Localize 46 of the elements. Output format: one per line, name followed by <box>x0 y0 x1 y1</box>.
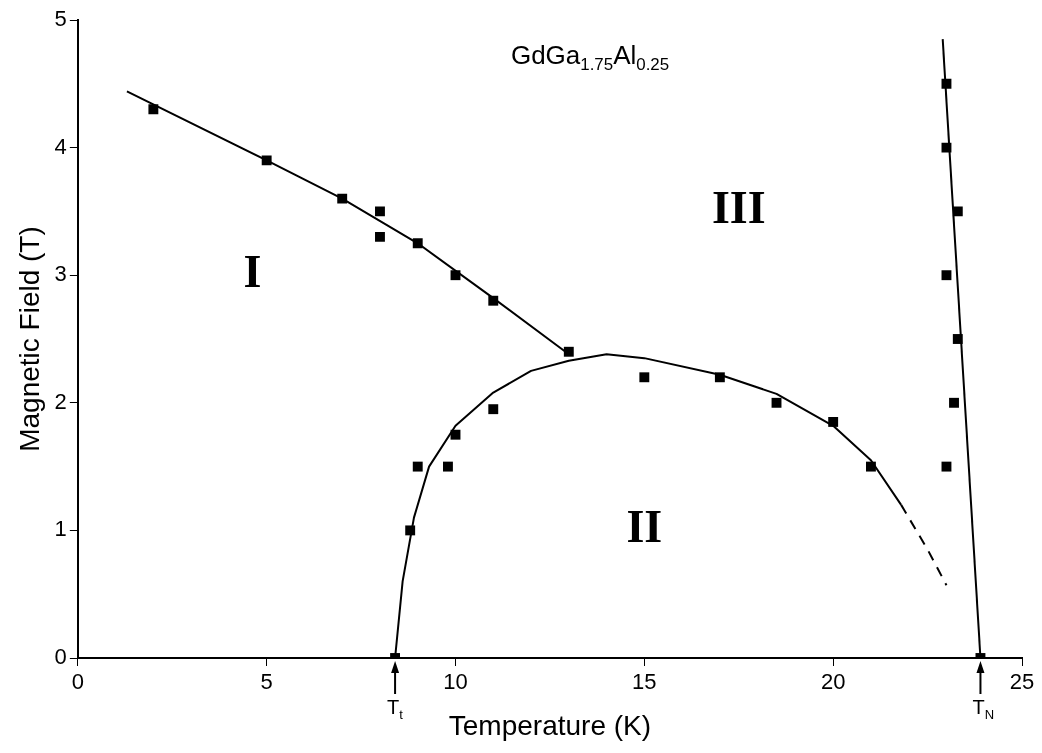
y-axis-title: Magnetic Field (T) <box>13 226 45 452</box>
y-tick-label: 3 <box>54 261 67 287</box>
point <box>952 334 963 344</box>
y-tick-label: 5 <box>54 6 67 32</box>
annotation: T$_{N}$ <box>972 696 995 722</box>
annotation: II <box>626 501 663 553</box>
x-tick-label: 15 <box>632 669 657 695</box>
point <box>828 416 839 427</box>
point <box>412 238 423 249</box>
point <box>941 461 952 472</box>
point <box>714 372 725 383</box>
annotation: III <box>711 182 766 234</box>
point <box>405 525 416 536</box>
point <box>941 78 952 89</box>
point <box>375 231 385 242</box>
point <box>952 206 963 217</box>
point <box>563 346 574 357</box>
point <box>949 397 959 408</box>
point <box>865 461 876 472</box>
point <box>450 270 461 281</box>
point <box>488 404 499 415</box>
y-tick-label: 4 <box>54 133 67 159</box>
x-tick-label: 5 <box>260 669 273 695</box>
point <box>375 206 385 217</box>
point <box>639 372 650 383</box>
text: GdGa$_{1.75}$Al$_{0.25}$ <box>510 40 670 76</box>
y-tick-label: 0 <box>54 644 67 670</box>
point <box>488 295 499 306</box>
x-tick-label: 20 <box>820 669 846 695</box>
x-axis-title: Temperature (K) <box>448 709 652 741</box>
point <box>450 429 461 440</box>
point <box>443 461 453 472</box>
point <box>941 270 952 281</box>
annotation: T$_{t}$ <box>387 696 403 722</box>
x-tick-label: 10 <box>443 669 468 695</box>
point <box>148 104 159 115</box>
point <box>261 155 272 166</box>
point <box>771 397 782 408</box>
point <box>337 193 348 204</box>
point <box>941 142 952 153</box>
y-tick-label: 1 <box>54 516 67 542</box>
y-tick-label: 2 <box>54 388 67 414</box>
x-tick-label: 25 <box>1009 669 1035 695</box>
point <box>412 461 423 472</box>
x-tick-label: 0 <box>71 669 84 695</box>
annotation: I <box>243 246 262 298</box>
